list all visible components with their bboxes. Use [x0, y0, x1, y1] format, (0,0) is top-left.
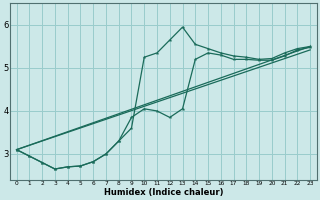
X-axis label: Humidex (Indice chaleur): Humidex (Indice chaleur) — [104, 188, 223, 197]
